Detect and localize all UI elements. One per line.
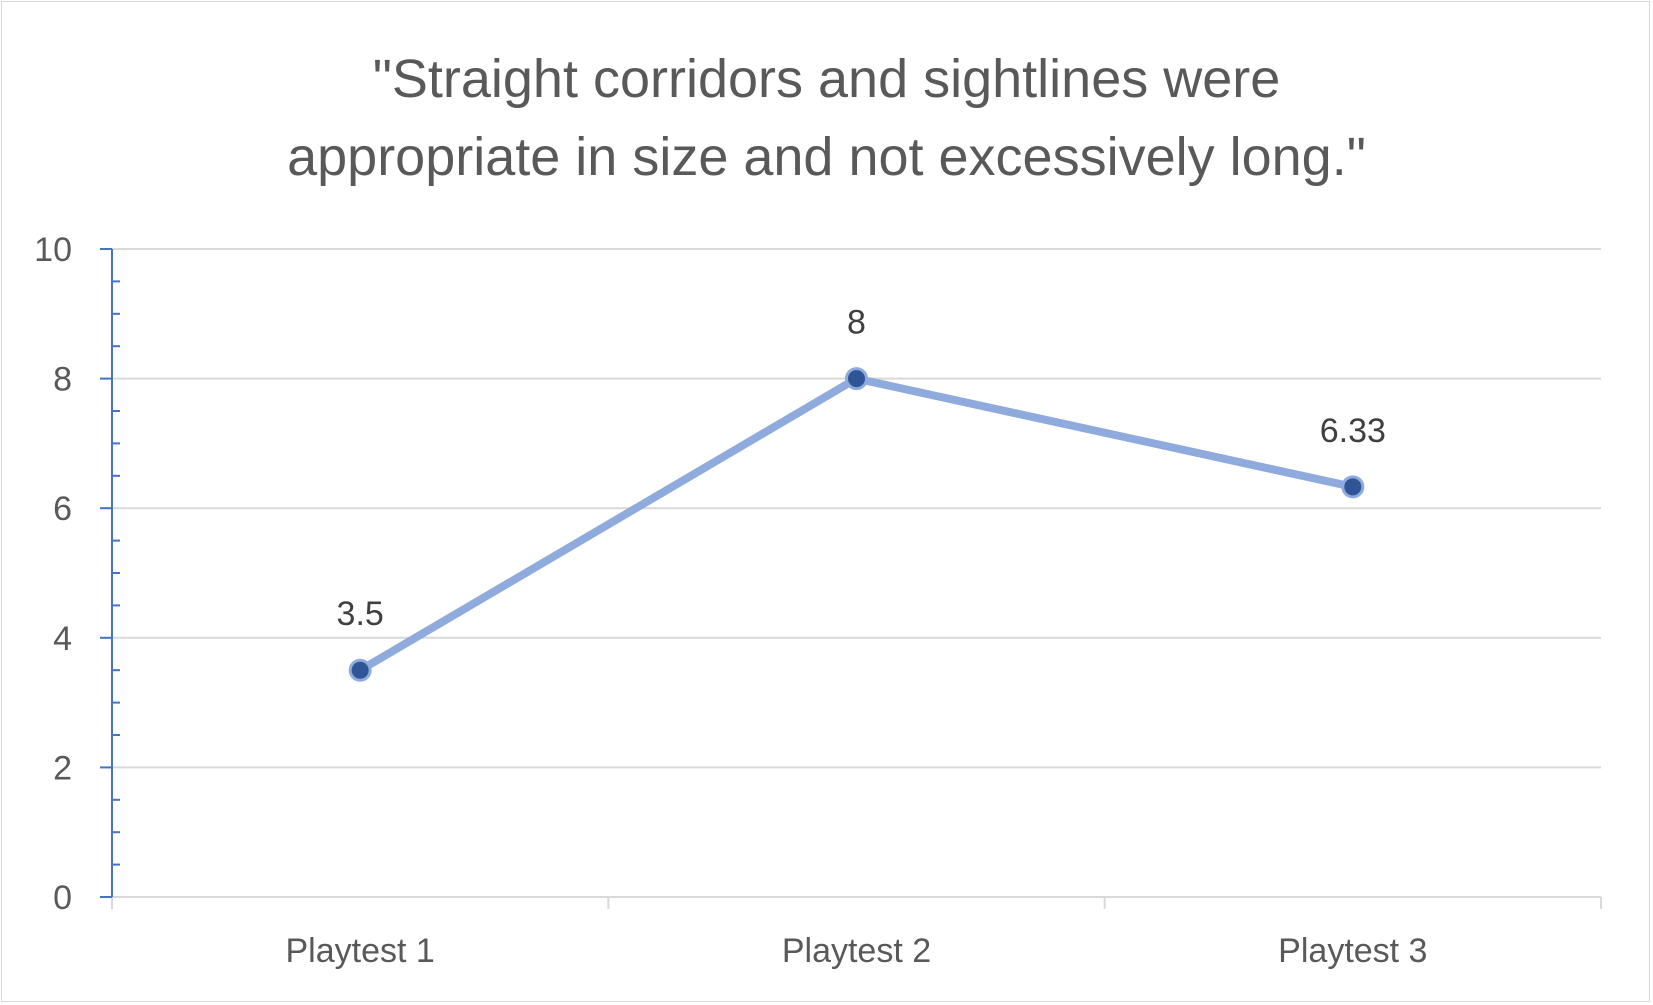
- y-tick-label-0: 0: [53, 879, 72, 917]
- data-point-1: [348, 658, 372, 682]
- x-tick-label-1: Playtest 1: [286, 932, 435, 970]
- data-point-3: [1341, 475, 1365, 499]
- y-tick-label-6: 6: [53, 490, 72, 528]
- y-tick-label-2: 2: [53, 749, 72, 787]
- data-point-2: [845, 367, 868, 391]
- series-line: [356, 374, 1357, 675]
- data-label-3: 6.33: [1320, 412, 1386, 450]
- data-label-1: 3.5: [337, 595, 384, 633]
- chart-title-line-2: appropriate in size and not excessively …: [287, 127, 1366, 187]
- x-tick-label-3: Playtest 3: [1278, 932, 1427, 970]
- y-tick-label-10: 10: [34, 231, 72, 269]
- data-label-2: 8: [847, 304, 866, 342]
- chart-title: "Straight corridors and sightlines were …: [0, 40, 1653, 196]
- x-tick-label-2: Playtest 2: [782, 932, 931, 970]
- y-tick-label-4: 4: [53, 620, 72, 658]
- chart-title-line-1: "Straight corridors and sightlines were: [372, 49, 1281, 109]
- y-tick-label-8: 8: [53, 361, 72, 399]
